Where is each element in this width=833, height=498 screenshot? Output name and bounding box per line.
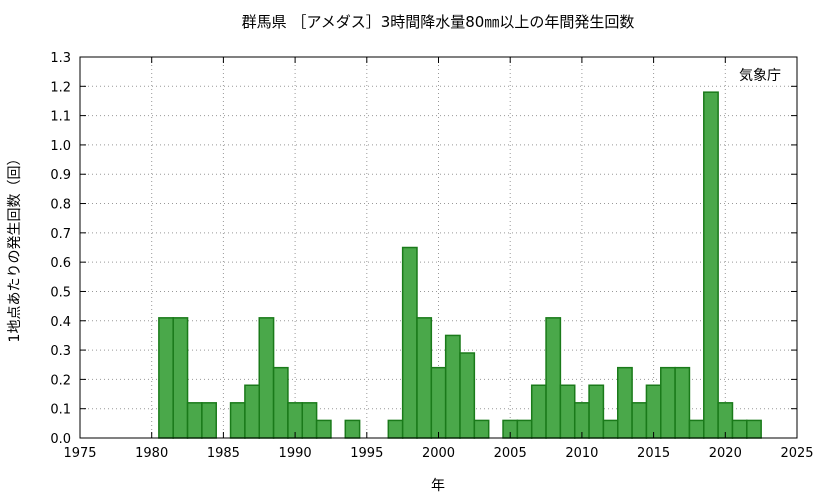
bar-1984 xyxy=(201,402,217,439)
y-tick-label: 1.1 xyxy=(50,110,71,125)
x-tick-label: 2000 xyxy=(422,446,455,461)
y-tick-label: 0.1 xyxy=(50,403,71,418)
y-tick-label: 0.5 xyxy=(50,285,71,300)
bar-2007 xyxy=(530,384,547,439)
y-tick-label: 0.8 xyxy=(50,198,71,213)
bar-2015 xyxy=(645,384,662,439)
bar-1991 xyxy=(301,402,318,439)
bar-1981 xyxy=(158,317,174,439)
bar-2011 xyxy=(588,384,605,439)
bar-2000 xyxy=(430,366,447,439)
x-tick-label: 2005 xyxy=(494,446,527,461)
bar-2003 xyxy=(473,419,490,439)
x-tick-label: 2010 xyxy=(565,446,598,461)
bar-2017 xyxy=(674,366,691,439)
y-tick-label: 1.0 xyxy=(50,139,71,154)
x-tick-label: 1975 xyxy=(63,446,96,461)
bar-1983 xyxy=(186,402,203,439)
bar-series xyxy=(158,91,762,439)
y-tick-label: 0.9 xyxy=(50,168,71,183)
bar-2022 xyxy=(746,419,762,439)
bar-2008 xyxy=(545,317,562,439)
bar-1999 xyxy=(416,317,433,439)
y-tick-label: 0.3 xyxy=(50,344,71,359)
x-tick-label: 2025 xyxy=(780,446,813,461)
bar-1987 xyxy=(244,384,261,439)
bar-1989 xyxy=(272,366,289,439)
bar-1998 xyxy=(401,246,418,439)
x-tick-label: 1985 xyxy=(207,446,240,461)
bar-2001 xyxy=(444,334,461,439)
x-axis-label: 年 xyxy=(431,478,445,494)
y-tick-label: 1.3 xyxy=(50,51,71,66)
bar-1986 xyxy=(229,402,246,439)
bar-2012 xyxy=(602,419,619,439)
y-tick-label: 0.2 xyxy=(50,373,71,388)
y-axis-label: 1地点あたりの発生回数（回） xyxy=(7,152,23,343)
bar-1997 xyxy=(387,419,404,439)
y-tick-label: 0.4 xyxy=(50,315,71,330)
x-tick-label: 1980 xyxy=(135,446,168,461)
bar-1988 xyxy=(258,317,275,439)
bar-2019 xyxy=(703,91,719,439)
bar-2014 xyxy=(631,402,648,439)
y-tick-label: 1.2 xyxy=(50,80,71,95)
bar-2013 xyxy=(617,366,633,439)
x-tick-label: 1995 xyxy=(350,446,383,461)
bar-2018 xyxy=(688,419,705,439)
bar-1994 xyxy=(344,419,361,439)
y-tick-label: 0.7 xyxy=(50,227,71,242)
bar-2021 xyxy=(731,419,748,439)
chart-title: 群馬県 ［アメダス］3時間降水量80㎜以上の年間発生回数 xyxy=(242,13,635,31)
x-tick-label: 2015 xyxy=(637,446,670,461)
bar-2009 xyxy=(559,384,576,439)
bar-1992 xyxy=(315,419,332,439)
bar-2002 xyxy=(459,352,476,439)
bar-2006 xyxy=(516,419,533,439)
bar-1982 xyxy=(172,317,189,439)
x-tick-label: 2020 xyxy=(709,446,742,461)
x-axis-ticks: 1975 1980 1985 1990 1995 2000 2005 2010 2015 2020… xyxy=(63,57,814,461)
y-tick-label: 0.0 xyxy=(50,432,71,447)
bar-2016 xyxy=(660,366,676,439)
y-axis-ticks: 0.0 0.1 0.2 0.3 0.4 0.5 0.6 0.7 0.8 0.9 1.0 1.1 1.2 1… xyxy=(50,51,797,447)
x-tick-label: 1990 xyxy=(279,446,312,461)
credit-label: 気象庁 xyxy=(739,68,781,84)
y-tick-label: 0.6 xyxy=(50,256,71,271)
